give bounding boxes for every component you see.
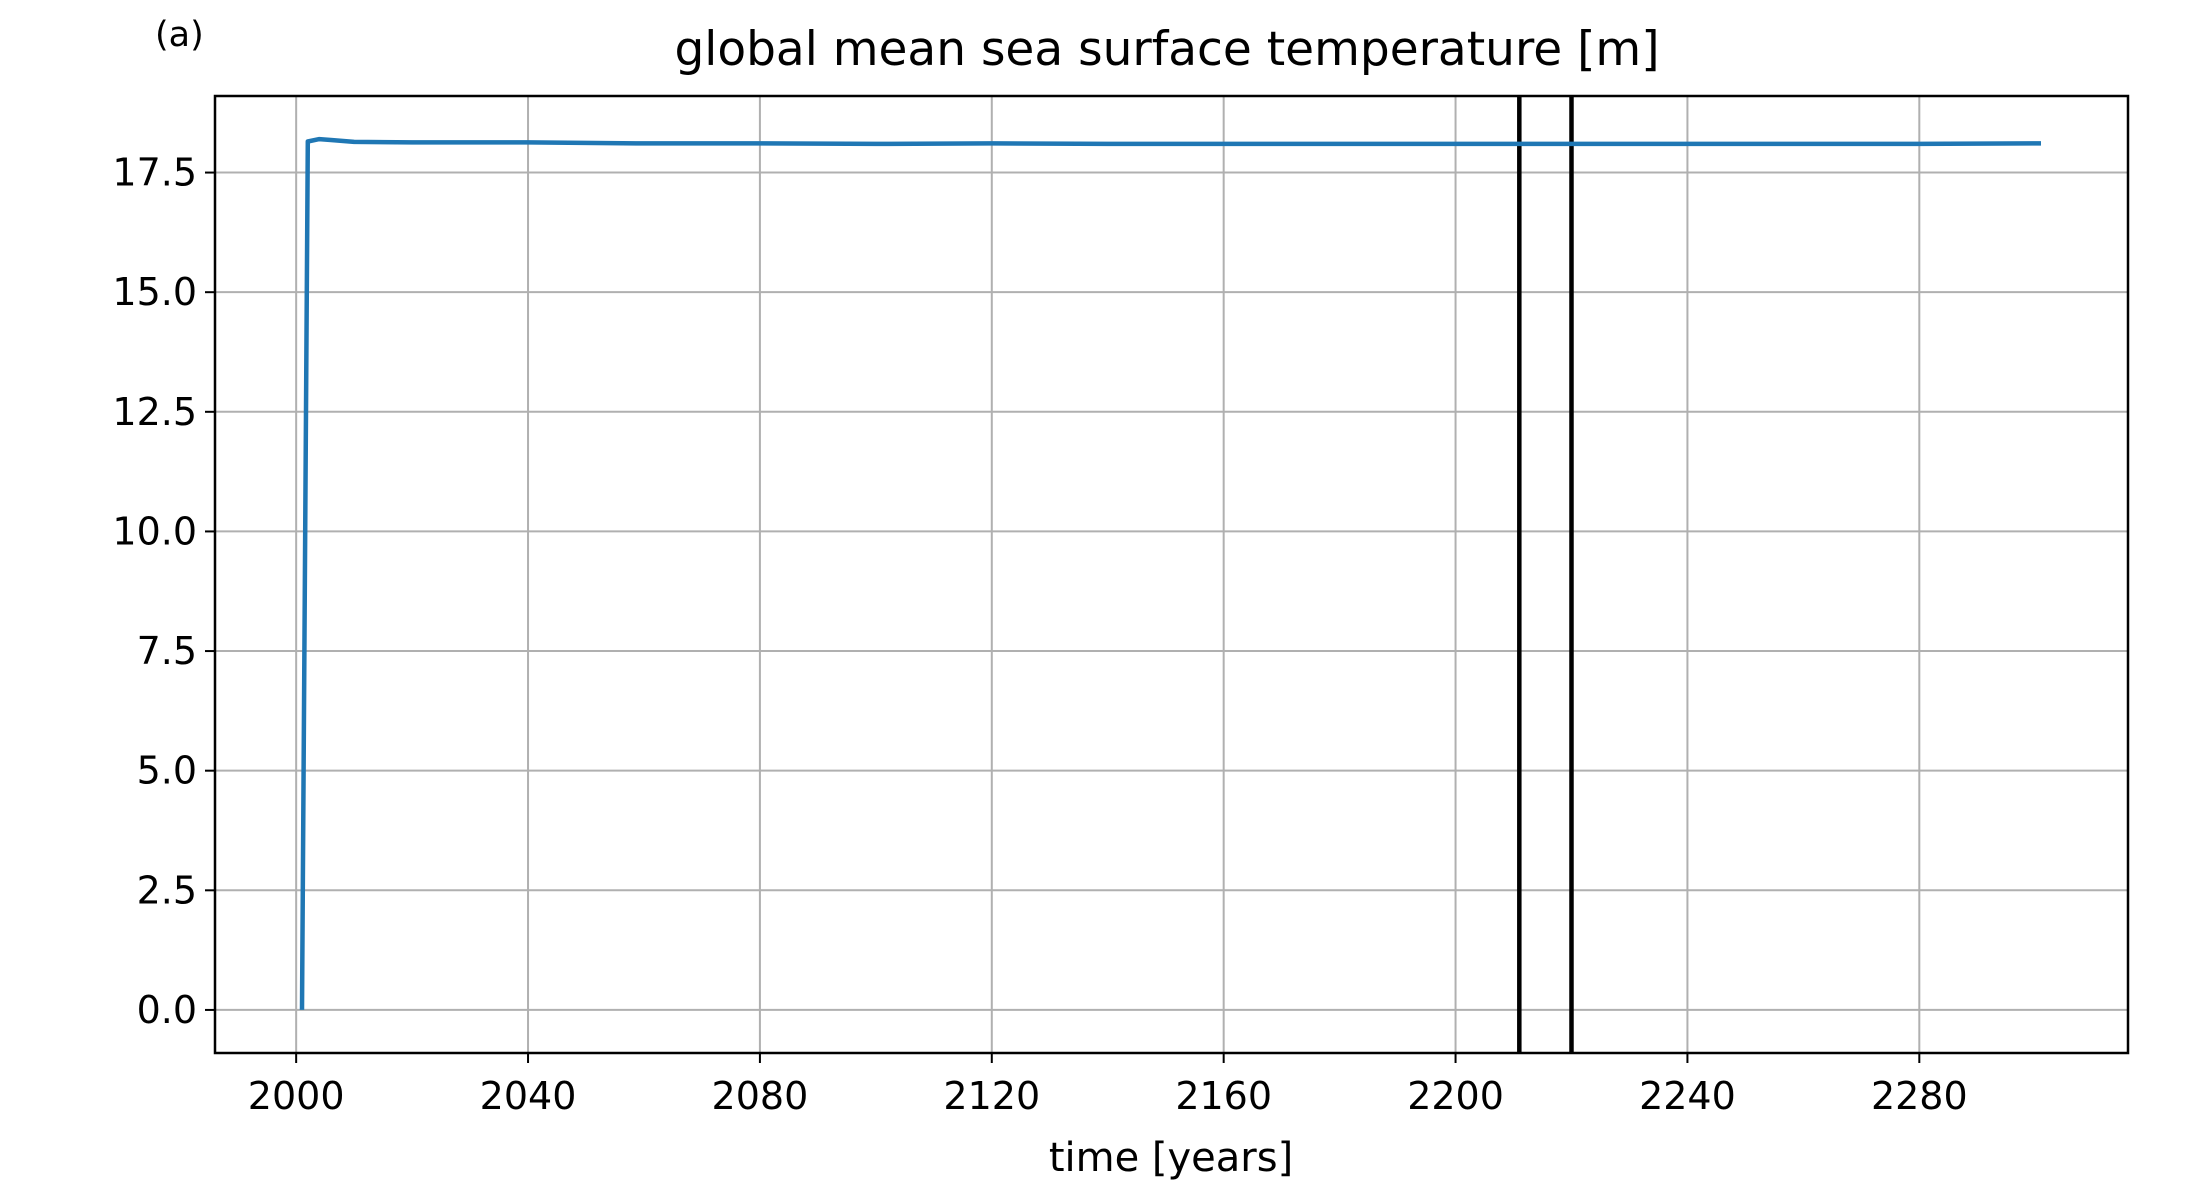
x-axis-ticks: 2000 2040 2080 2120 2160 2200 2240 2280 xyxy=(248,1053,1968,1118)
x-tick-label: 2280 xyxy=(1871,1074,1968,1118)
x-tick-label: 2200 xyxy=(1407,1074,1504,1118)
y-tick-label: 7.5 xyxy=(137,629,197,673)
y-tick-label: 2.5 xyxy=(137,868,197,912)
x-tick-label: 2160 xyxy=(1175,1074,1272,1118)
y-tick-label: 17.5 xyxy=(112,151,197,195)
series-group xyxy=(299,136,2042,1010)
y-axis-ticks: 0.0 2.5 5.0 7.5 10.0 12.5 15.0 17.5 xyxy=(112,151,215,1032)
x-tick-label: 2000 xyxy=(248,1074,345,1118)
plot-frame xyxy=(213,94,2130,1055)
x-tick-label: 2080 xyxy=(712,1074,809,1118)
x-tick-label: 2040 xyxy=(480,1074,577,1118)
series-line-0 xyxy=(299,136,2042,1010)
x-axis-label: time [years] xyxy=(1049,1135,1293,1181)
x-tick-label: 2120 xyxy=(943,1074,1040,1118)
grid xyxy=(215,96,2128,1053)
y-tick-label: 5.0 xyxy=(137,749,197,793)
panel-label: (a) xyxy=(155,15,204,55)
x-tick-label: 2240 xyxy=(1639,1074,1736,1118)
y-tick-label: 10.0 xyxy=(112,509,197,553)
vertical-markers xyxy=(1517,96,1574,1053)
y-tick-label: 12.5 xyxy=(112,390,197,434)
y-tick-label: 0.0 xyxy=(137,988,197,1032)
chart-title: global mean sea surface temperature [m] xyxy=(674,22,1659,77)
y-tick-label: 15.0 xyxy=(112,270,197,314)
